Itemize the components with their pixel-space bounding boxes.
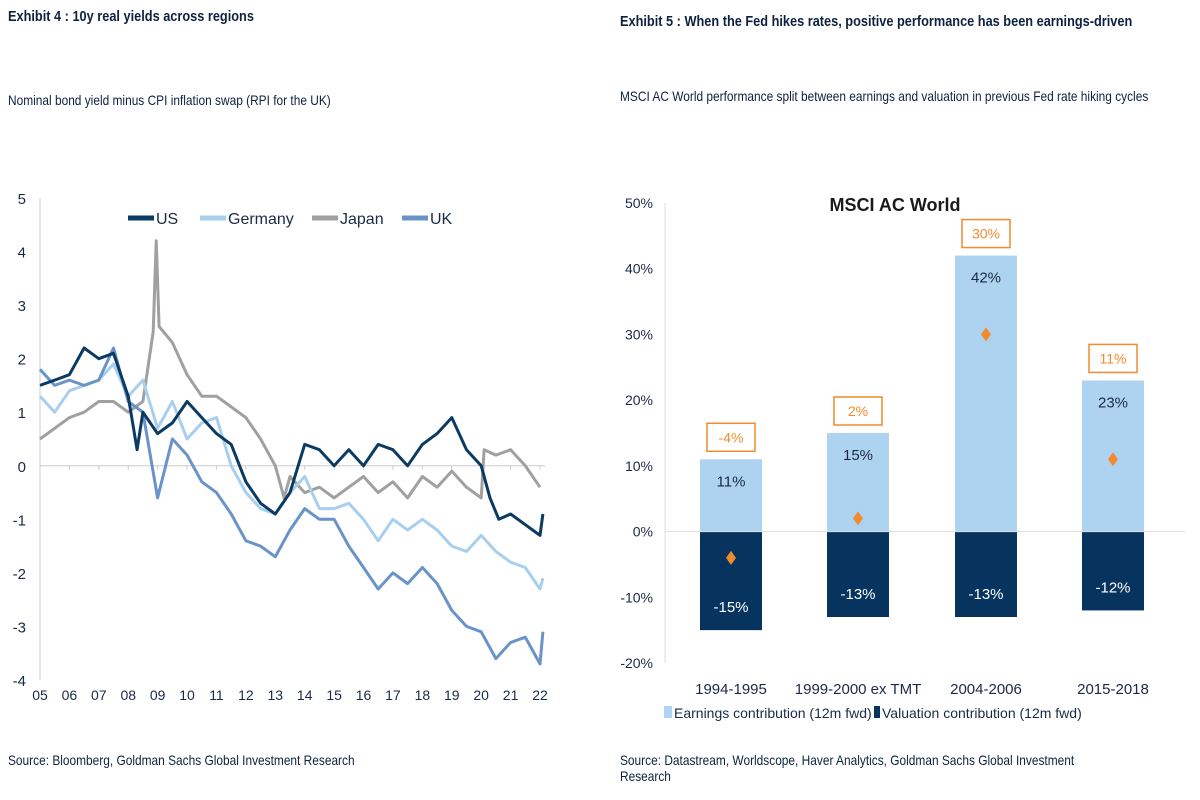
x-tick-label: 21 bbox=[503, 687, 519, 703]
total-label-box bbox=[706, 422, 756, 453]
valuation-data-label: -12% bbox=[1095, 579, 1130, 596]
x-tick-label: 13 bbox=[268, 687, 284, 703]
earnings-bar bbox=[700, 459, 762, 532]
legend-label-earnings: Earnings contribution (12m fwd) bbox=[674, 705, 872, 721]
total-data-label: 30% bbox=[972, 226, 1000, 242]
total-data-label: 2% bbox=[848, 403, 868, 419]
y-tick-label: -10% bbox=[620, 589, 653, 605]
total-data-label: 11% bbox=[1100, 350, 1127, 366]
legend-swatch-valuation bbox=[874, 706, 880, 718]
total-label-box bbox=[961, 218, 1011, 249]
total-marker bbox=[853, 511, 863, 526]
y-tick-label: 40% bbox=[625, 261, 653, 277]
y-tick-label: 20% bbox=[625, 392, 653, 408]
left-chart-subtitle: Nominal bond yield minus CPI inflation s… bbox=[8, 92, 331, 108]
category-label: 2004-2006 bbox=[950, 681, 1022, 698]
x-tick-label: 20 bbox=[473, 687, 489, 703]
x-tick-label: 07 bbox=[91, 687, 107, 703]
y-tick-label: -1 bbox=[13, 512, 26, 529]
earnings-bar bbox=[955, 255, 1017, 532]
y-tick-label: 50% bbox=[625, 195, 653, 211]
earnings-data-label: 42% bbox=[971, 270, 1001, 287]
earnings-data-label: 11% bbox=[717, 473, 746, 490]
x-tick-label: 10 bbox=[179, 687, 195, 703]
x-tick-label: 15 bbox=[326, 687, 342, 703]
total-marker bbox=[1108, 452, 1118, 467]
valuation-bar bbox=[700, 531, 762, 631]
left-chart-source: Source: Bloomberg, Goldman Sachs Global … bbox=[8, 752, 355, 768]
x-tick-label: 11 bbox=[209, 687, 224, 703]
right-chart-title: Exhibit 5 : When the Fed hikes rates, po… bbox=[620, 13, 1133, 30]
earnings-data-label: 23% bbox=[1098, 394, 1128, 411]
valuation-data-label: -13% bbox=[968, 586, 1003, 603]
y-tick-label: 0% bbox=[633, 524, 653, 540]
legend-label-us: US bbox=[156, 211, 178, 228]
y-tick-label: 3 bbox=[18, 298, 26, 315]
y-tick-label: 1 bbox=[18, 405, 26, 422]
x-tick-label: 14 bbox=[297, 687, 313, 703]
legend-label-japan: Japan bbox=[340, 211, 384, 228]
x-tick-label: 12 bbox=[238, 687, 254, 703]
right-chart-subtitle: MSCI AC World performance split between … bbox=[620, 88, 1149, 104]
y-tick-label: -4 bbox=[13, 673, 26, 690]
legend-label-uk: UK bbox=[430, 211, 453, 228]
x-tick-label: 22 bbox=[532, 687, 548, 703]
right-chart-source: Source: Datastream, Worldscope, Haver An… bbox=[620, 752, 1075, 784]
y-tick-label: 0 bbox=[18, 459, 26, 476]
legend-label-germany: Germany bbox=[228, 211, 294, 228]
y-tick-label: -2 bbox=[13, 566, 26, 583]
y-tick-label: -3 bbox=[13, 619, 26, 636]
total-marker bbox=[981, 327, 991, 342]
x-tick-label: 09 bbox=[150, 687, 166, 703]
x-tick-label: 06 bbox=[62, 687, 78, 703]
x-tick-label: 16 bbox=[356, 687, 372, 703]
y-tick-label: 10% bbox=[625, 458, 653, 474]
valuation-data-label: -15% bbox=[713, 599, 748, 616]
y-tick-label: 30% bbox=[625, 326, 653, 342]
total-data-label: -4% bbox=[719, 429, 744, 445]
valuation-data-label: -13% bbox=[840, 586, 875, 603]
total-marker bbox=[726, 550, 736, 565]
series-line-us bbox=[39, 346, 545, 537]
x-tick-label: 05 bbox=[32, 687, 48, 703]
earnings-data-label: 15% bbox=[843, 447, 873, 464]
x-tick-label: 18 bbox=[415, 687, 431, 703]
total-label-box bbox=[1088, 343, 1138, 374]
y-tick-label: -20% bbox=[620, 655, 653, 671]
valuation-bar bbox=[955, 531, 1017, 617]
bar-chart-title: MSCI AC World bbox=[830, 195, 961, 215]
legend-swatch-earnings bbox=[664, 706, 672, 718]
category-label: 2015-2018 bbox=[1077, 681, 1149, 698]
category-label: 1994-1995 bbox=[695, 681, 767, 698]
left-chart-title: Exhibit 4 : 10y real yields across regio… bbox=[8, 8, 254, 25]
y-tick-label: 4 bbox=[18, 245, 26, 262]
x-tick-label: 17 bbox=[385, 687, 401, 703]
category-label: 1999-2000 ex TMT bbox=[795, 681, 921, 698]
valuation-bar bbox=[827, 531, 889, 617]
series-line-japan bbox=[39, 239, 542, 500]
y-tick-label: 5 bbox=[18, 191, 26, 208]
valuation-bar bbox=[1082, 531, 1144, 611]
y-tick-label: 2 bbox=[18, 352, 26, 369]
series-line-uk bbox=[38, 346, 545, 666]
legend-label-valuation: Valuation contribution (12m fwd) bbox=[882, 705, 1082, 721]
x-tick-label: 08 bbox=[120, 687, 136, 703]
x-tick-label: 19 bbox=[444, 687, 460, 703]
total-label-box bbox=[833, 396, 883, 426]
